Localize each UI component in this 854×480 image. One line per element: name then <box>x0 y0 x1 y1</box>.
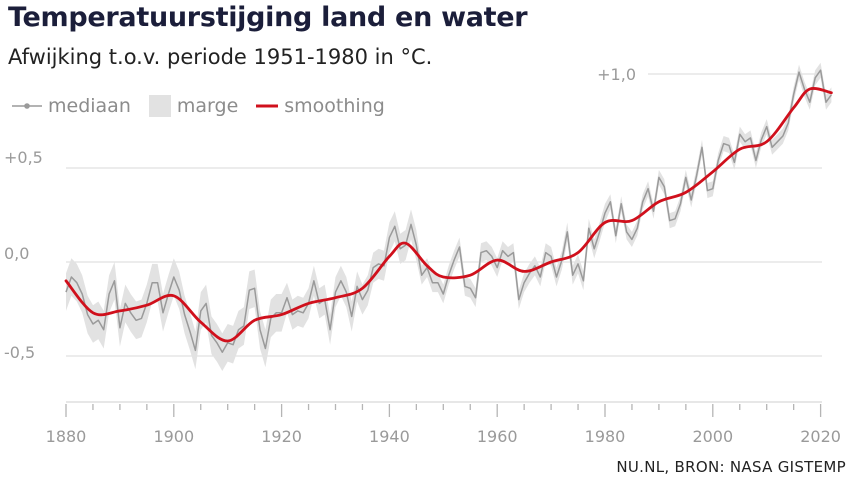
chart-subtitle: Afwijking t.o.v. periode 1951-1980 in °C… <box>8 45 433 69</box>
x-tick-label: 2020 <box>800 427 841 446</box>
y-tick-label: 0,0 <box>4 244 29 263</box>
uncertainty-band <box>66 62 832 371</box>
legend-label-smooth: smoothing <box>284 95 385 117</box>
legend-label-median: mediaan <box>48 95 131 117</box>
source-credit: NU.NL, BRON: NASA GISTEMP <box>616 458 846 476</box>
y-tick-label: -0,5 <box>4 343 35 362</box>
band-swatch-icon <box>148 95 171 117</box>
smooth-line-swatch-icon <box>256 104 279 108</box>
legend-item-band: marge <box>148 95 239 117</box>
median-line-swatch-icon <box>12 103 42 109</box>
legend-item-smooth: smoothing <box>256 95 385 117</box>
x-tick-label: 2000 <box>692 427 733 446</box>
x-tick-label: 1940 <box>369 427 410 446</box>
legend-label-band: marge <box>176 95 239 117</box>
x-tick-label: 1900 <box>153 427 194 446</box>
legend-item-median: mediaan <box>12 95 131 117</box>
median-series-line <box>65 69 833 353</box>
x-tick-label: 1960 <box>477 427 518 446</box>
smoothing-series-line <box>64 87 833 343</box>
x-tick-label: 1980 <box>585 427 626 446</box>
x-tick-label: 1880 <box>46 427 87 446</box>
legend: mediaan marge smoothing <box>12 94 403 118</box>
y-tick-label: +1,0 <box>597 65 636 84</box>
x-tick-label: 1920 <box>261 427 302 446</box>
y-tick-label: +0,5 <box>4 148 43 167</box>
chart-title: Temperatuurstijging land en water <box>8 2 528 33</box>
